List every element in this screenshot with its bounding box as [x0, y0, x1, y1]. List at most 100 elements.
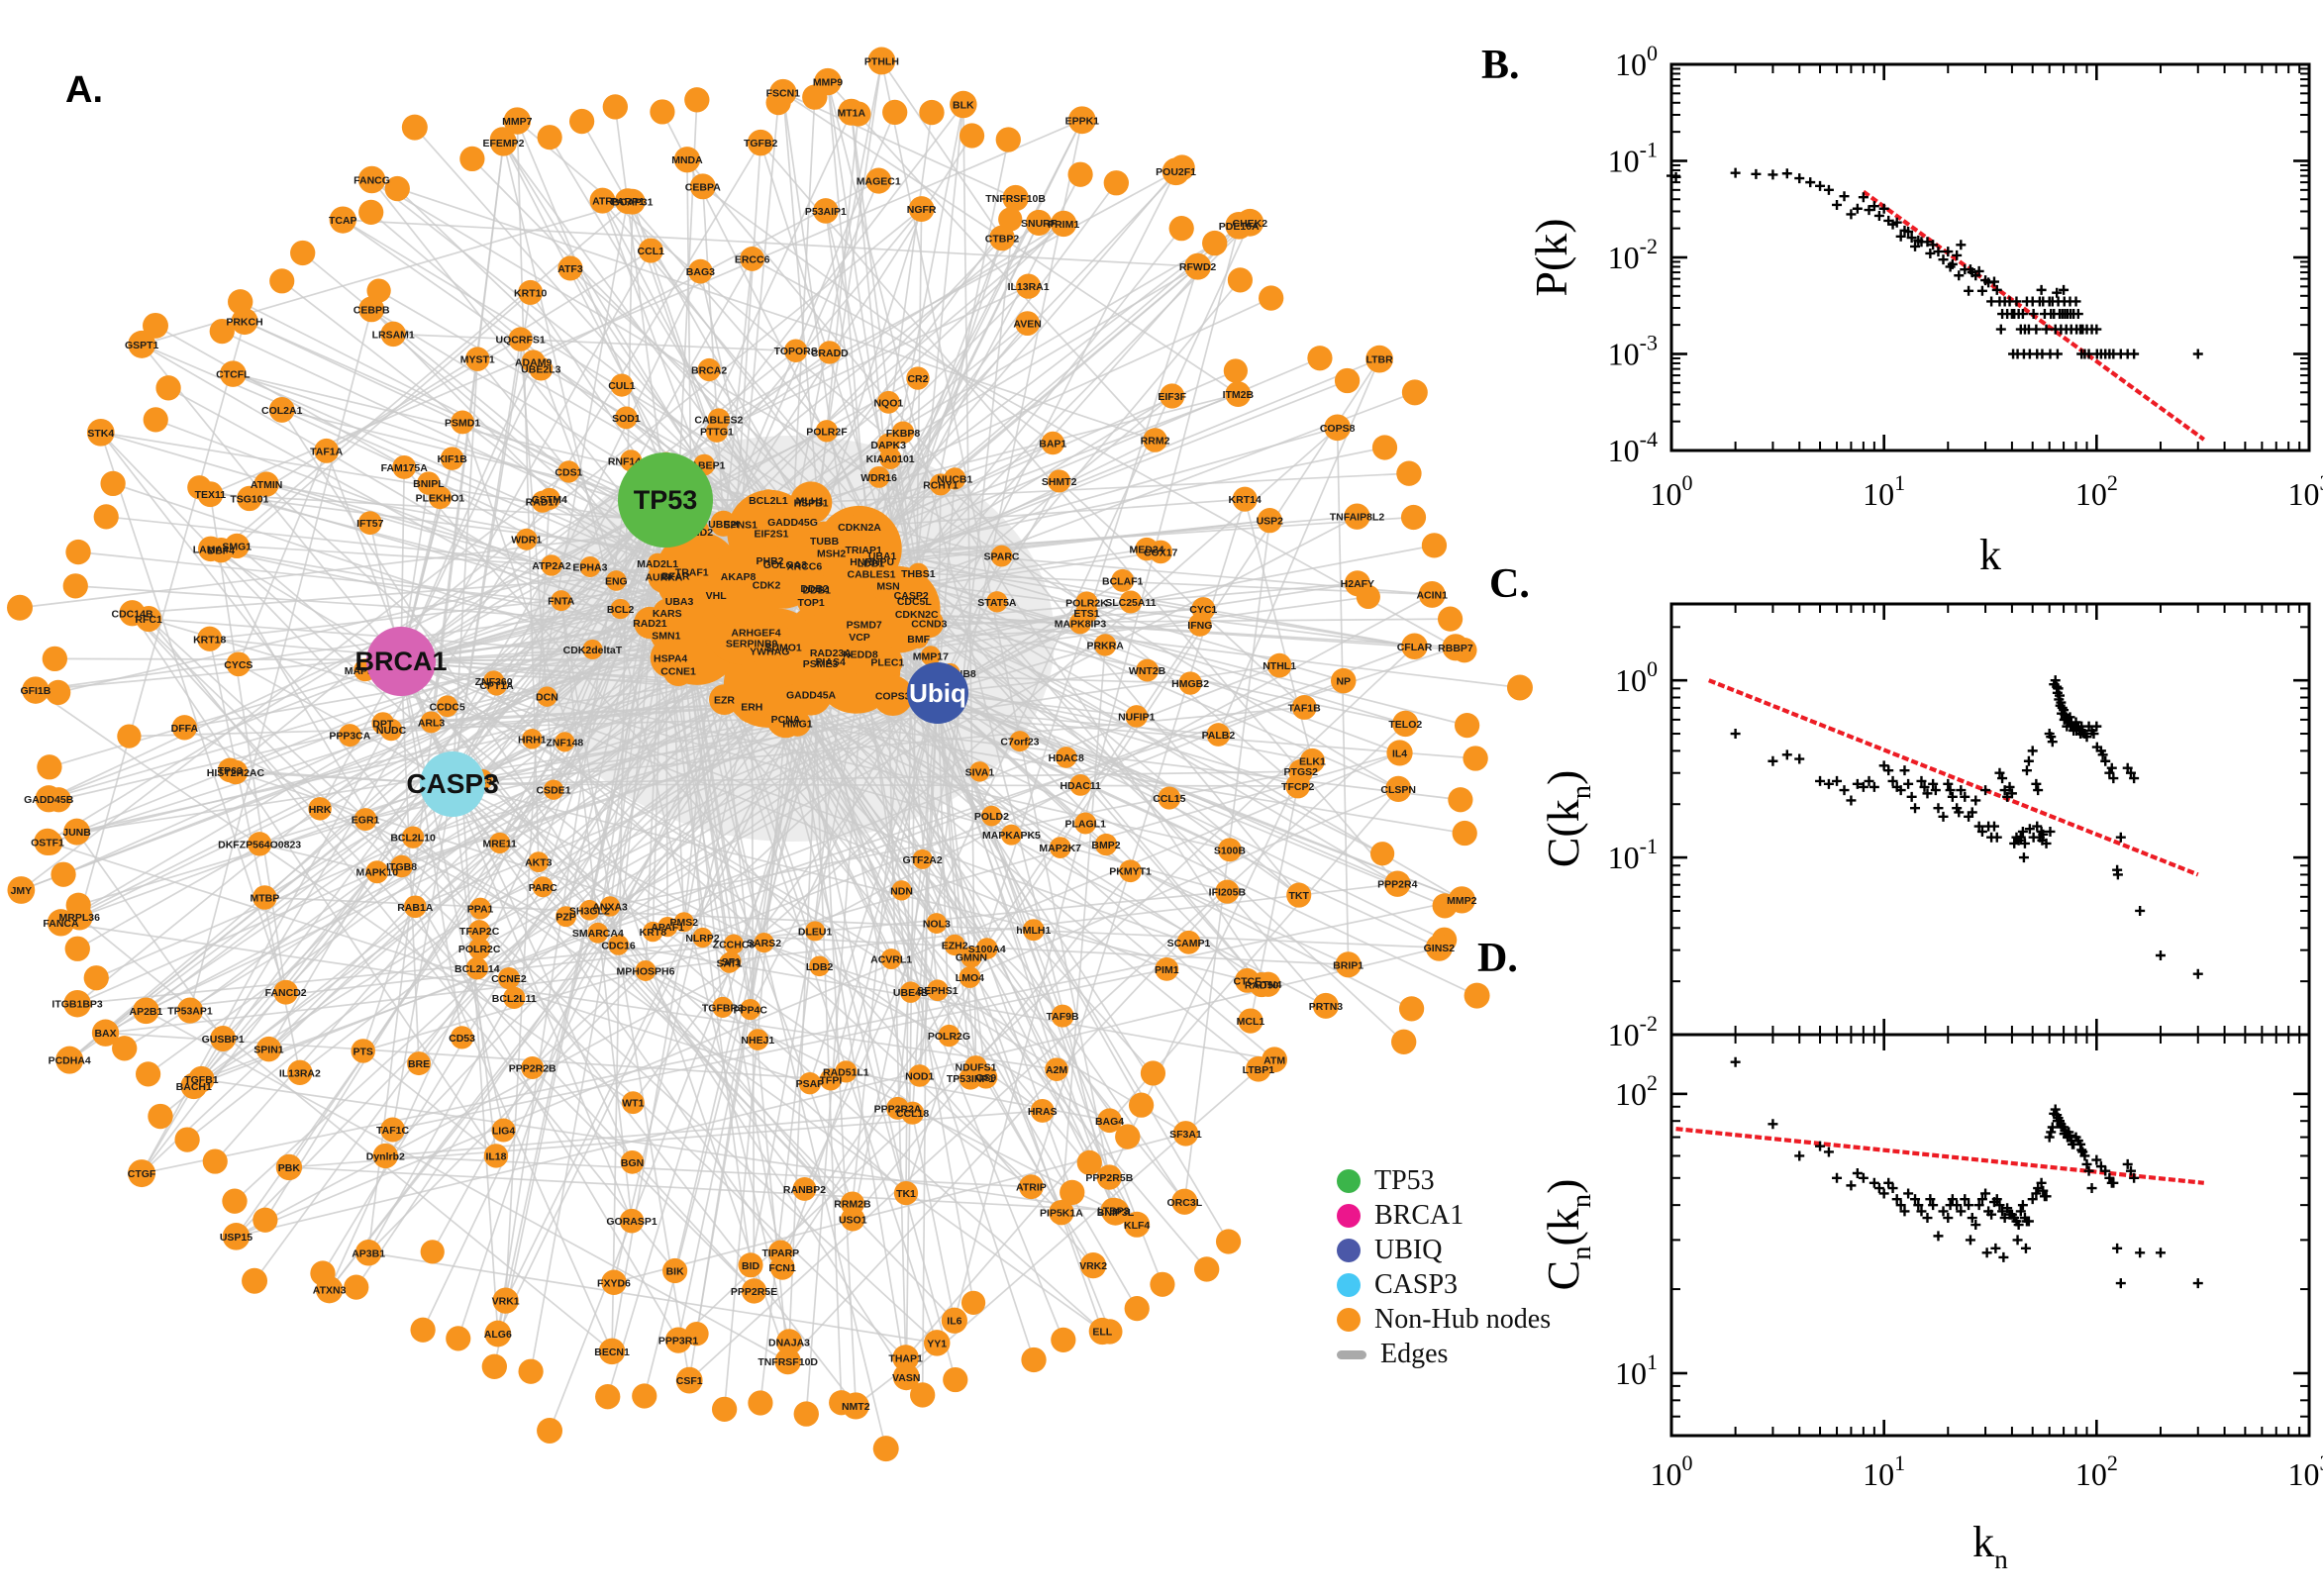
network-node[interactable]	[907, 562, 929, 584]
network-node[interactable]	[380, 1117, 406, 1143]
network-node[interactable]	[1225, 211, 1254, 240]
network-node[interactable]	[769, 78, 797, 107]
network-node[interactable]	[1335, 951, 1362, 978]
network-node[interactable]	[903, 600, 931, 628]
network-node[interactable]	[943, 1366, 968, 1393]
network-node[interactable]	[747, 129, 774, 156]
network-node[interactable]	[1398, 996, 1425, 1022]
network-node[interactable]	[814, 67, 842, 96]
network-node[interactable]	[635, 960, 656, 981]
network-node[interactable]	[484, 1320, 512, 1347]
network-node[interactable]	[891, 421, 915, 445]
hub-node-brca1[interactable]	[366, 627, 436, 696]
network-node[interactable]	[1246, 1055, 1271, 1082]
network-node[interactable]	[197, 626, 223, 651]
network-node[interactable]	[1111, 568, 1135, 592]
network-node[interactable]	[354, 1239, 382, 1266]
network-node[interactable]	[86, 418, 115, 447]
network-node[interactable]	[742, 618, 770, 647]
network-node[interactable]	[518, 279, 544, 305]
network-node[interactable]	[665, 565, 686, 586]
network-node[interactable]	[136, 1061, 161, 1087]
network-node[interactable]	[253, 471, 279, 497]
network-node[interactable]	[1464, 982, 1490, 1009]
network-node[interactable]	[497, 967, 521, 990]
network-node[interactable]	[589, 187, 616, 214]
network-node[interactable]	[813, 198, 839, 224]
network-node[interactable]	[981, 805, 1002, 827]
network-node[interactable]	[944, 934, 965, 956]
network-node[interactable]	[521, 1055, 545, 1079]
network-node[interactable]	[1184, 252, 1212, 280]
network-node[interactable]	[1079, 1252, 1107, 1279]
network-node[interactable]	[1330, 667, 1357, 694]
network-node[interactable]	[1334, 367, 1361, 394]
network-node[interactable]	[489, 129, 518, 156]
network-node[interactable]	[468, 938, 491, 960]
network-node[interactable]	[805, 921, 826, 942]
network-node[interactable]	[763, 627, 803, 667]
network-node[interactable]	[1425, 934, 1454, 961]
network-node[interactable]	[1266, 652, 1292, 678]
network-node[interactable]	[1344, 570, 1370, 597]
network-node[interactable]	[793, 1401, 819, 1427]
network-node[interactable]	[1202, 230, 1228, 256]
network-node[interactable]	[407, 1051, 432, 1076]
network-node[interactable]	[273, 979, 299, 1005]
network-node[interactable]	[709, 684, 740, 716]
network-node[interactable]	[223, 759, 249, 785]
network-node[interactable]	[42, 646, 67, 672]
network-node[interactable]	[990, 545, 1013, 567]
network-node[interactable]	[938, 1024, 960, 1047]
network-node[interactable]	[128, 330, 156, 358]
network-node[interactable]	[255, 1036, 282, 1062]
network-node[interactable]	[606, 570, 627, 591]
network-node[interactable]	[673, 912, 694, 933]
network-node[interactable]	[1149, 540, 1173, 564]
network-node[interactable]	[601, 1269, 627, 1296]
network-node[interactable]	[1437, 606, 1464, 632]
network-node[interactable]	[1045, 1057, 1068, 1081]
network-node[interactable]	[927, 979, 949, 1002]
network-node[interactable]	[1384, 870, 1411, 897]
network-node[interactable]	[1396, 460, 1422, 486]
network-node[interactable]	[242, 1267, 268, 1294]
network-node[interactable]	[521, 349, 546, 374]
network-node[interactable]	[899, 981, 922, 1003]
network-node[interactable]	[747, 1029, 769, 1050]
network-node[interactable]	[228, 289, 253, 315]
network-node[interactable]	[882, 99, 908, 126]
network-node[interactable]	[537, 125, 562, 150]
network-node[interactable]	[1067, 106, 1096, 135]
network-node[interactable]	[1021, 1347, 1047, 1373]
network-node[interactable]	[595, 1384, 621, 1410]
network-node[interactable]	[1060, 1179, 1085, 1206]
network-node[interactable]	[975, 938, 998, 959]
network-node[interactable]	[1150, 1271, 1175, 1297]
network-node[interactable]	[1187, 613, 1212, 637]
network-node[interactable]	[1068, 612, 1092, 635]
network-node[interactable]	[401, 826, 425, 848]
network-node[interactable]	[354, 808, 377, 832]
network-node[interactable]	[133, 997, 159, 1025]
network-node[interactable]	[344, 1274, 369, 1300]
network-node[interactable]	[872, 675, 914, 717]
network-node[interactable]	[738, 1252, 763, 1278]
network-node[interactable]	[287, 1059, 313, 1085]
network-node[interactable]	[960, 946, 982, 968]
network-node[interactable]	[1015, 273, 1042, 299]
network-node[interactable]	[155, 375, 181, 401]
network-node[interactable]	[222, 1188, 248, 1214]
network-node[interactable]	[908, 1064, 932, 1087]
network-node[interactable]	[700, 579, 732, 611]
network-node[interactable]	[372, 1143, 398, 1169]
network-node[interactable]	[723, 934, 745, 954]
network-node[interactable]	[338, 724, 361, 748]
network-node[interactable]	[469, 897, 491, 920]
network-node[interactable]	[662, 583, 696, 618]
network-node[interactable]	[247, 832, 272, 856]
network-node[interactable]	[522, 729, 543, 749]
network-node[interactable]	[684, 87, 710, 113]
network-node[interactable]	[268, 397, 295, 423]
network-node[interactable]	[357, 511, 382, 536]
